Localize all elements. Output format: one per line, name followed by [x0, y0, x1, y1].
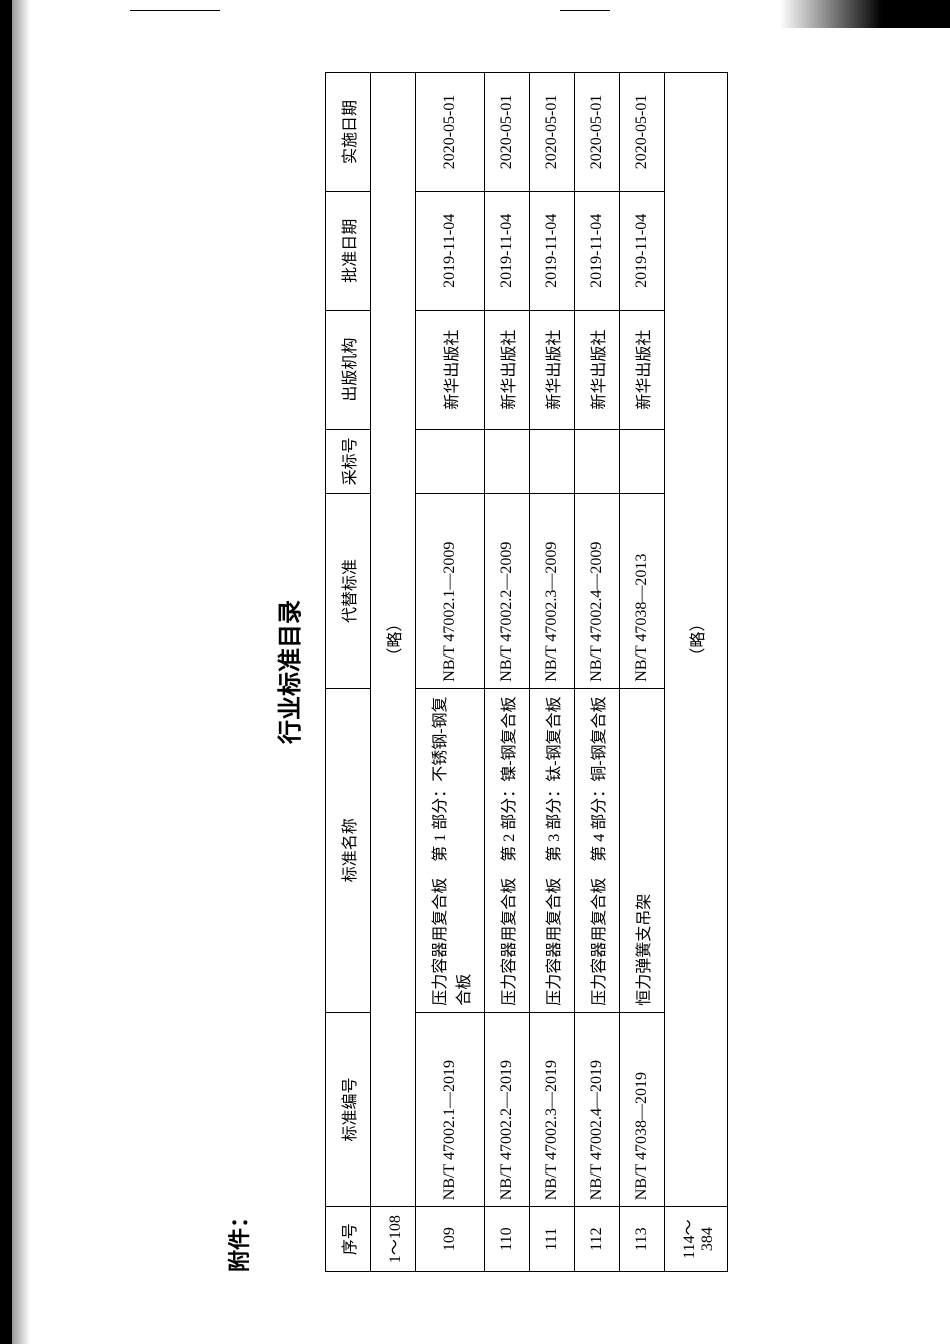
- cell-implement: 2020-05-01: [575, 73, 620, 192]
- cell-name: 压力容器用复合板 第 2 部分：镍-钢复合板: [485, 688, 530, 1012]
- table-row: 109 NB/T 47002.1—2019 压力容器用复合板 第 1 部分：不锈…: [416, 73, 485, 1272]
- cell-substitute: NB/T 47038—2013: [620, 494, 665, 688]
- ellipsis-bottom-seq: 114～384: [665, 1207, 728, 1272]
- table-row: 110 NB/T 47002.2—2019 压力容器用复合板 第 2 部分：镍-…: [485, 73, 530, 1272]
- cell-code: NB/T 47002.3—2019: [530, 1012, 575, 1206]
- scan-artifact-binding: [0, 0, 12, 1344]
- cell-code: NB/T 47002.4—2019: [575, 1012, 620, 1206]
- table-body: 1～108 （略） 109 NB/T 47002.1—2019 压力容器用复合板…: [371, 73, 728, 1272]
- ellipsis-row-bottom: 114～384 （略）: [665, 73, 728, 1272]
- col-header-approval: 批准日期: [326, 191, 371, 310]
- col-header-code: 标准编号: [326, 1012, 371, 1206]
- cell-seq: 109: [416, 1207, 485, 1272]
- ellipsis-bottom-text: （略）: [665, 73, 728, 1207]
- cell-substitute: NB/T 47002.3—2009: [530, 494, 575, 688]
- cell-implement: 2020-05-01: [530, 73, 575, 192]
- cell-approval: 2019-11-04: [485, 191, 530, 310]
- table-row: 113 NB/T 47038—2019 恒力弹簧支吊架 NB/T 47038—2…: [620, 73, 665, 1272]
- ellipsis-top-seq: 1～108: [371, 1207, 416, 1272]
- cell-substitute: NB/T 47002.2—2009: [485, 494, 530, 688]
- col-header-substitute: 代替标准: [326, 494, 371, 688]
- cell-name: 压力容器用复合板 第 3 部分：钛-钢复合板: [530, 688, 575, 1012]
- cell-seq: 110: [485, 1207, 530, 1272]
- cell-code: NB/T 47002.1—2019: [416, 1012, 485, 1206]
- scan-artifact-corner: [780, 0, 950, 28]
- cell-publisher: 新华出版社: [575, 310, 620, 429]
- cell-adoption: [416, 429, 485, 494]
- cell-adoption: [620, 429, 665, 494]
- cell-substitute: NB/T 47002.4—2009: [575, 494, 620, 688]
- col-header-seq: 序号: [326, 1207, 371, 1272]
- cell-approval: 2019-11-04: [416, 191, 485, 310]
- attachment-label: 附件：: [222, 72, 254, 1272]
- document-title: 行业标准目录: [270, 72, 305, 1272]
- cell-implement: 2020-05-01: [485, 73, 530, 192]
- cell-seq: 113: [620, 1207, 665, 1272]
- cell-adoption: [530, 429, 575, 494]
- cell-publisher: 新华出版社: [485, 310, 530, 429]
- cell-name: 压力容器用复合板 第 1 部分：不锈钢-钢复合板: [416, 688, 485, 1012]
- cell-adoption: [575, 429, 620, 494]
- ellipsis-row-top: 1～108 （略）: [371, 73, 416, 1272]
- cell-seq: 111: [530, 1207, 575, 1272]
- col-header-implement: 实施日期: [326, 73, 371, 192]
- col-header-name: 标准名称: [326, 688, 371, 1012]
- table-row: 112 NB/T 47002.4—2019 压力容器用复合板 第 4 部分：铜-…: [575, 73, 620, 1272]
- cell-seq: 112: [575, 1207, 620, 1272]
- cell-approval: 2019-11-04: [620, 191, 665, 310]
- standards-table: 序号 标准编号 标准名称 代替标准 采标号 出版机构 批准日期 实施日期 1～1…: [325, 72, 728, 1272]
- cell-implement: 2020-05-01: [620, 73, 665, 192]
- cell-publisher: 新华出版社: [620, 310, 665, 429]
- cell-publisher: 新华出版社: [416, 310, 485, 429]
- ellipsis-top-text: （略）: [371, 73, 416, 1207]
- cell-name: 压力容器用复合板 第 4 部分：铜-钢复合板: [575, 688, 620, 1012]
- col-header-publisher: 出版机构: [326, 310, 371, 429]
- cell-implement: 2020-05-01: [416, 73, 485, 192]
- cell-code: NB/T 47038—2019: [620, 1012, 665, 1206]
- cell-publisher: 新华出版社: [530, 310, 575, 429]
- cell-approval: 2019-11-04: [530, 191, 575, 310]
- page-content: 附件： 行业标准目录 序号 标准编号 标准名称 代替标准 采标号 出版机构 批准…: [222, 72, 728, 1272]
- table-row: 111 NB/T 47002.3—2019 压力容器用复合板 第 3 部分：钛-…: [530, 73, 575, 1272]
- cell-name: 恒力弹簧支吊架: [620, 688, 665, 1012]
- cell-code: NB/T 47002.2—2019: [485, 1012, 530, 1206]
- cell-approval: 2019-11-04: [575, 191, 620, 310]
- col-header-adoption: 采标号: [326, 429, 371, 494]
- cell-substitute: NB/T 47002.1—2009: [416, 494, 485, 688]
- cell-adoption: [485, 429, 530, 494]
- table-header-row: 序号 标准编号 标准名称 代替标准 采标号 出版机构 批准日期 实施日期: [326, 73, 371, 1272]
